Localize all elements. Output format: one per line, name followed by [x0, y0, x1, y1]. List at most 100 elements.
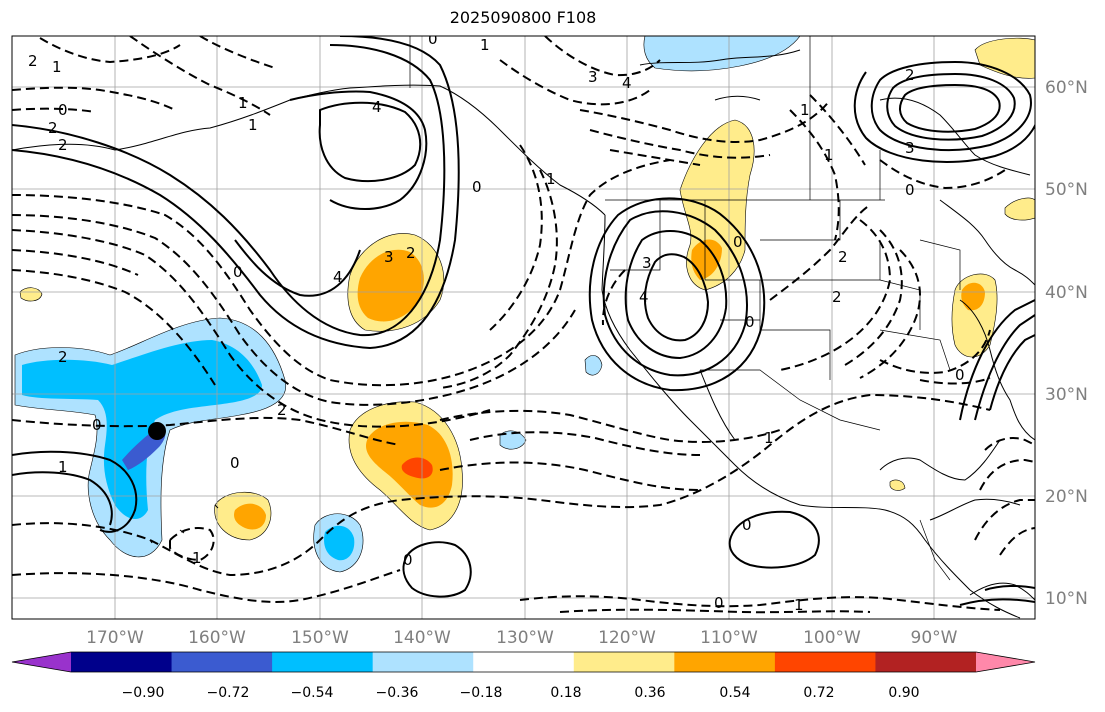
colorbar-segment	[473, 652, 575, 672]
lon-label: 110°W	[700, 628, 758, 648]
colorbar-labels: −0.90 −0.72 −0.54 −0.36 −0.18 0.18 0.36 …	[122, 685, 920, 701]
contour-label: 1	[824, 146, 834, 164]
colorbar-segment	[674, 652, 776, 672]
lat-label: 30°N	[1045, 385, 1088, 405]
contour-label: 4	[372, 98, 382, 116]
lon-label: 170°W	[86, 628, 144, 648]
contour-label: 2	[58, 348, 68, 366]
positive-contours	[12, 36, 1035, 606]
contour-label: 1	[248, 116, 258, 134]
positive-anomaly-labrador	[1004, 197, 1035, 221]
positive-anomaly-tiny-west	[19, 287, 43, 302]
positive-anomaly-arctic	[974, 37, 1035, 79]
contour-label: 0	[230, 454, 240, 472]
colorbar-tick-label: −0.72	[207, 685, 250, 701]
contour-label: 2	[838, 248, 848, 266]
lat-label: 60°N	[1045, 78, 1088, 98]
colorbar-tick-label: 0.72	[803, 685, 834, 701]
contour-label: 0	[472, 178, 482, 196]
colorbar-tick-label: 0.54	[719, 685, 750, 701]
contour-label: 1	[192, 549, 202, 567]
contour-label: 2	[832, 288, 842, 306]
contour-label: 3	[905, 139, 915, 157]
colorbar-segment	[272, 652, 374, 672]
map-title: 2025090800 F108	[449, 8, 597, 27]
colorbar-tick-label: 0.36	[634, 685, 665, 701]
contour-label: 0	[905, 181, 915, 199]
contour-label: 0	[92, 416, 102, 434]
contour-label: 1	[480, 36, 490, 54]
map-frame	[11, 35, 1036, 620]
contour-labels: 2 1 0 2 2 4 1 1 3 2 4 0 2 0 1 1 1 0 3 4 …	[28, 30, 965, 614]
lon-label: 120°W	[598, 628, 656, 648]
colorbar-tick-label: −0.90	[122, 685, 165, 701]
contour-label: 2	[277, 401, 287, 419]
negative-anomaly-coast	[584, 355, 603, 376]
colorbar-outline	[11, 651, 1036, 673]
contour-label: 3	[384, 248, 394, 266]
colorbar-tick-label: −0.18	[460, 685, 503, 701]
contour-label: 4	[639, 288, 649, 306]
map-background	[12, 36, 1035, 619]
contour-label: 2	[905, 66, 915, 84]
contour-label: 3	[588, 68, 598, 86]
contour-label: 0	[233, 263, 243, 281]
lat-label: 50°N	[1045, 180, 1088, 200]
longitude-labels: 170°W 160°W 150°W 140°W 130°W 120°W 110°…	[86, 628, 958, 648]
lon-label: 160°W	[188, 628, 246, 648]
latitude-labels: 60°N 50°N 40°N 30°N 20°N 10°N	[1045, 78, 1088, 609]
contour-label: 0	[733, 233, 743, 251]
lon-label: 100°W	[803, 628, 861, 648]
lat-label: 20°N	[1045, 487, 1088, 507]
positive-anomaly-rockies-core	[691, 239, 722, 280]
lon-label: 140°W	[393, 628, 451, 648]
contour-label: 1	[52, 58, 62, 76]
lon-label: 130°W	[496, 628, 554, 648]
contour-label: 4	[333, 268, 343, 286]
contour-label: 0	[714, 594, 724, 612]
contour-label: 1	[794, 596, 804, 614]
contour-label: 2	[406, 244, 416, 262]
colorbar-extend-high	[976, 652, 1035, 672]
colorbar-segment	[71, 652, 173, 672]
contour-label: 1	[764, 429, 774, 447]
contour-label: 2	[58, 136, 68, 154]
location-marker	[148, 422, 166, 440]
negative-anomaly-small-core	[324, 525, 355, 561]
colorbar	[11, 651, 1036, 673]
positive-anomaly-east-coast-core	[961, 282, 985, 311]
contour-label: 0	[58, 101, 68, 119]
gridlines	[12, 36, 1035, 619]
contour-label: 1	[238, 94, 248, 112]
colorbar-tick-label: −0.54	[291, 685, 334, 701]
contour-label: 1	[58, 458, 68, 476]
contour-label: 0	[745, 313, 755, 331]
contour-label: 1	[800, 101, 810, 119]
negative-contours	[12, 36, 1035, 614]
contour-label: 4	[622, 74, 632, 92]
lon-label: 150°W	[291, 628, 349, 648]
colorbar-tick-label: 0.90	[888, 685, 919, 701]
contour-label: 2	[28, 52, 38, 70]
colorbar-segment	[573, 652, 675, 672]
positive-anomaly-gulf-core	[357, 249, 424, 322]
contour-label: 3	[642, 254, 652, 272]
lat-label: 10°N	[1045, 589, 1088, 609]
contour-label: 1	[546, 170, 556, 188]
colorbar-tick-label: −0.36	[376, 685, 419, 701]
contour-label: 0	[428, 30, 438, 48]
colorbar-extend-low	[12, 652, 71, 672]
positive-anomaly-hawaii-core	[234, 503, 266, 530]
colorbar-tick-label: 0.18	[550, 685, 581, 701]
positive-anomaly-central-peak	[401, 457, 433, 479]
colorbar-segment	[774, 652, 876, 672]
positive-anomaly-tiny-yucatan	[889, 479, 906, 491]
contour-label: 0	[403, 551, 413, 569]
contour-label: 2	[48, 119, 58, 137]
negative-anomaly-medium	[22, 340, 262, 520]
lat-label: 40°N	[1045, 283, 1088, 303]
negative-anomaly-tiny	[499, 430, 527, 450]
colorbar-segment	[171, 652, 273, 672]
colorbar-segment	[875, 652, 977, 672]
